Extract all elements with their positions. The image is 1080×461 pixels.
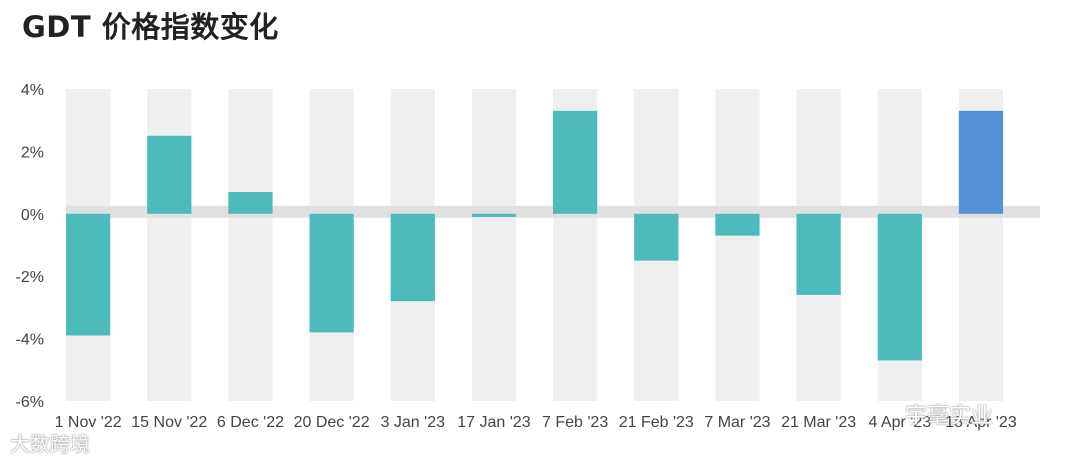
- bar: [715, 213, 760, 236]
- x-tick-label: 21 Mar '23: [781, 414, 856, 431]
- x-tick-label: 7 Mar '23: [704, 414, 770, 431]
- chart-title: GDT 价格指数变化: [22, 10, 279, 44]
- background-bands: [66, 89, 1004, 401]
- bar: [66, 213, 111, 336]
- x-tick-label: 4 Apr '23: [868, 414, 931, 431]
- y-tick-label: 0%: [21, 207, 44, 224]
- bar: [634, 213, 679, 261]
- y-tick-label: -4%: [16, 332, 44, 349]
- x-tick-label: 15 Nov '22: [131, 414, 207, 431]
- x-tick-label: 17 Jan '23: [457, 414, 530, 431]
- bar-band: [715, 89, 760, 401]
- bar: [390, 213, 435, 302]
- x-tick-label: 3 Jan '23: [381, 414, 446, 431]
- x-tick-label: 20 Dec '22: [294, 414, 370, 431]
- bar: [147, 135, 192, 214]
- bar: [877, 213, 922, 361]
- bars: [66, 110, 1004, 361]
- bar: [228, 191, 273, 214]
- y-tick-label: -2%: [16, 269, 44, 286]
- x-tick-label: 18 Apr '23: [945, 414, 1017, 431]
- x-tick-label: 7 Feb '23: [542, 414, 608, 431]
- bar: [553, 110, 598, 214]
- bar: [309, 213, 354, 333]
- bar: [958, 110, 1004, 214]
- x-tick-labels: 1 Nov '22 15 Nov '22 6 Dec '22 20 Dec '22 3 …: [55, 414, 1017, 431]
- y-tick-labels: 4% 2% 0% -2% -4% -6%: [16, 82, 44, 411]
- x-tick-label: 21 Feb '23: [619, 414, 694, 431]
- bar: [471, 213, 517, 217]
- bar: [796, 213, 841, 295]
- bar-band: [228, 89, 273, 401]
- y-tick-label: -6%: [16, 394, 44, 411]
- watermark-left: 大数跨境: [10, 432, 90, 456]
- watermark-right: 宇毫实业: [905, 404, 994, 429]
- x-tick-label: 1 Nov '22: [55, 414, 122, 431]
- bar-band: [471, 89, 517, 401]
- y-tick-label: 4%: [21, 82, 44, 99]
- y-tick-label: 2%: [21, 144, 44, 161]
- x-tick-label: 6 Dec '22: [217, 414, 284, 431]
